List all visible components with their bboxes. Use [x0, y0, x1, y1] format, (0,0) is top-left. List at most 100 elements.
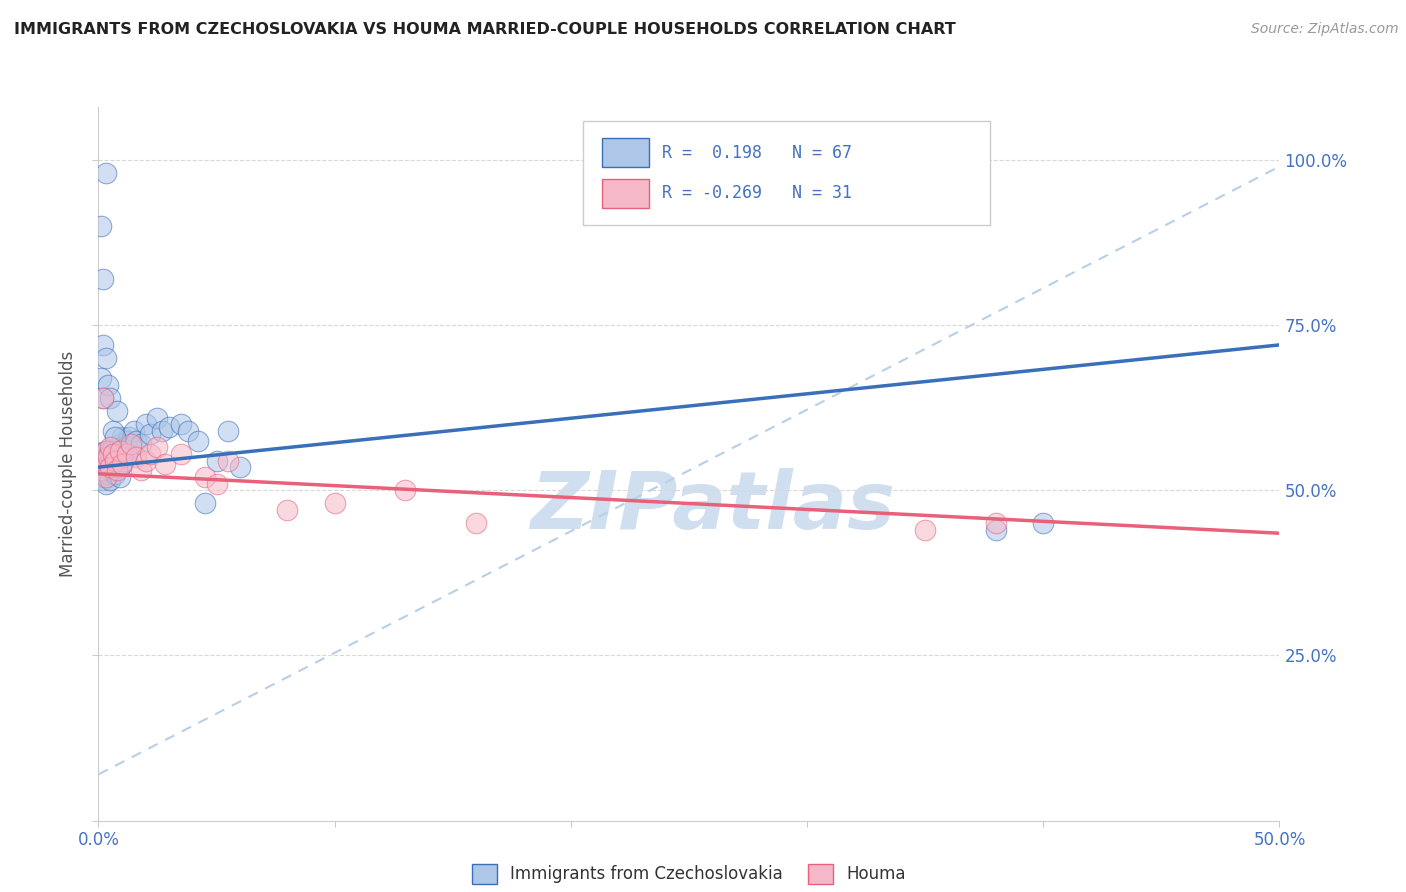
Point [104, 430, 127, 444]
Point [98, 443, 121, 458]
Point [105, 460, 128, 475]
Point [187, 434, 209, 448]
Point [91, 391, 114, 405]
Point [91, 445, 114, 459]
Point [90, 463, 112, 477]
Point [129, 463, 152, 477]
Point [91, 453, 114, 467]
Point [97, 377, 120, 392]
Point [115, 434, 138, 448]
Point [94, 470, 117, 484]
Point [394, 483, 416, 498]
Point [94, 467, 117, 481]
Point [90, 371, 112, 385]
Point [98, 474, 121, 488]
Point [229, 460, 252, 475]
Point [914, 523, 936, 537]
Point [101, 463, 124, 477]
Point [1032, 516, 1054, 531]
Text: Source: ZipAtlas.com: Source: ZipAtlas.com [1251, 22, 1399, 37]
Point [94, 166, 117, 180]
Point [108, 443, 131, 458]
Text: R =  0.198   N = 67: R = 0.198 N = 67 [662, 144, 852, 161]
Legend: Immigrants from Czechoslovakia, Houma: Immigrants from Czechoslovakia, Houma [465, 857, 912, 891]
Point [91, 453, 114, 467]
Point [90, 450, 112, 465]
Point [111, 450, 134, 465]
Point [97, 467, 120, 481]
Point [205, 476, 228, 491]
Point [135, 417, 157, 432]
Point [91, 391, 114, 405]
Point [94, 351, 117, 365]
FancyBboxPatch shape [602, 179, 648, 208]
Point [105, 463, 128, 477]
Point [157, 420, 180, 434]
Point [94, 443, 117, 458]
Point [104, 453, 127, 467]
Point [104, 467, 127, 481]
Point [101, 447, 124, 461]
FancyBboxPatch shape [582, 121, 990, 225]
Point [217, 424, 239, 438]
Point [98, 463, 121, 477]
Point [101, 424, 124, 438]
Point [139, 447, 162, 461]
Point [98, 391, 121, 405]
Point [108, 437, 131, 451]
Point [125, 434, 148, 448]
Point [91, 272, 114, 286]
Point [129, 437, 152, 451]
Point [121, 440, 143, 454]
Point [111, 430, 134, 444]
Point [153, 457, 176, 471]
Point [276, 503, 298, 517]
Point [323, 496, 346, 510]
Point [217, 453, 239, 467]
Point [101, 450, 124, 465]
Point [125, 450, 148, 465]
Point [90, 460, 112, 475]
Point [105, 447, 128, 461]
Point [104, 453, 127, 467]
Point [108, 470, 131, 484]
FancyBboxPatch shape [602, 138, 648, 167]
Point [90, 219, 112, 233]
Point [97, 450, 120, 465]
Point [465, 516, 488, 531]
Point [91, 474, 114, 488]
Point [91, 338, 114, 352]
Text: ZIPatlas: ZIPatlas [530, 467, 896, 546]
Text: R = -0.269   N = 31: R = -0.269 N = 31 [662, 185, 852, 202]
Point [146, 410, 169, 425]
Point [146, 440, 169, 454]
Text: IMMIGRANTS FROM CZECHOSLOVAKIA VS HOUMA MARRIED-COUPLE HOUSEHOLDS CORRELATION CH: IMMIGRANTS FROM CZECHOSLOVAKIA VS HOUMA … [14, 22, 956, 37]
Point [97, 447, 120, 461]
Point [135, 453, 157, 467]
Point [94, 451, 117, 466]
Point [121, 437, 143, 451]
Point [94, 443, 117, 458]
Point [194, 496, 217, 510]
Point [112, 443, 135, 458]
Point [984, 523, 1007, 537]
Point [105, 404, 128, 418]
Point [170, 417, 193, 432]
Point [112, 453, 135, 467]
Y-axis label: Married-couple Households: Married-couple Households [59, 351, 77, 577]
Point [111, 457, 134, 471]
Point [111, 440, 134, 454]
Point [98, 460, 121, 475]
Point [111, 457, 134, 471]
Point [139, 427, 162, 442]
Point [91, 463, 114, 477]
Point [98, 453, 121, 467]
Point [118, 430, 141, 444]
Point [170, 447, 193, 461]
Point [90, 470, 112, 484]
Point [194, 470, 217, 484]
Point [115, 447, 138, 461]
Point [150, 424, 173, 438]
Point [177, 424, 200, 438]
Point [104, 443, 127, 458]
